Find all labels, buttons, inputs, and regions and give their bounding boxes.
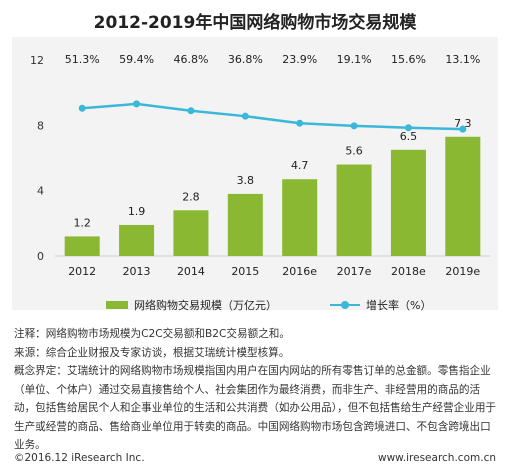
legend-line-swatch — [330, 300, 360, 310]
growth-rate-point — [78, 104, 86, 112]
bar-value-label: 1.2 — [73, 216, 91, 229]
bar — [119, 224, 155, 256]
y-tick-label: 0 — [37, 250, 44, 263]
legend-item-line: 增长率（%） — [330, 297, 431, 313]
growth-rate-label: 13.1% — [445, 53, 480, 66]
bar-value-label: 5.6 — [345, 145, 363, 158]
growth-rate-label: 15.6% — [391, 53, 426, 66]
growth-rate-label: 19.1% — [337, 53, 372, 66]
y-tick-label: 12 — [30, 54, 44, 67]
note-source: 来源：综合企业财报及专家访谈，根据艾瑞统计模型核算。 — [14, 346, 290, 359]
note-footnote: 注释：网络购物市场规模为C2C交易额和B2C交易额之和。 — [14, 328, 290, 340]
bar — [227, 193, 263, 256]
footer-website: www.iresearch.com.cn — [377, 452, 496, 464]
legend-line-label: 增长率（%） — [366, 299, 432, 312]
bar — [390, 149, 426, 256]
x-tick-label: 2014 — [177, 265, 205, 278]
growth-rate-point — [350, 122, 358, 130]
bar — [336, 164, 372, 256]
growth-rate-label: 46.8% — [173, 53, 208, 66]
bar-value-label: 3.8 — [237, 174, 255, 187]
chart-title: 2012-2019年中国网络购物市场交易规模 — [93, 13, 417, 33]
note-definition: 概念界定：艾瑞统计的网络购物市场规模指国内用户在国内网站的所有零售订单的总金额。… — [14, 365, 497, 451]
growth-rate-point — [187, 107, 195, 115]
x-tick-label: 2013 — [123, 265, 151, 278]
x-tick-label: 2017e — [337, 265, 372, 278]
growth-rate-point — [241, 112, 249, 120]
bar — [173, 210, 209, 256]
x-tick-label: 2015 — [231, 265, 259, 278]
bar — [282, 179, 318, 256]
x-tick-label: 2016e — [282, 265, 317, 278]
growth-rate-label: 23.9% — [282, 53, 317, 66]
legend-bar-label: 网络购物交易规模（万亿元） — [134, 299, 277, 312]
bar-value-label: 1.9 — [128, 205, 146, 218]
bar-value-label: 2.8 — [182, 190, 200, 203]
bar-value-label: 7.3 — [454, 117, 472, 130]
combo-chart: 0 4 8 12 1.2 1.9 2.8 3.8 4.7 5.6 6.5 7.3 2012 2013 201… — [30, 53, 490, 278]
growth-rate-point — [133, 100, 141, 108]
growth-rate-line — [82, 102, 463, 131]
y-tick-label: 8 — [37, 119, 44, 132]
bar-value-label: 6.5 — [400, 130, 418, 143]
legend-item-bar: 网络购物交易规模（万亿元） — [106, 297, 277, 313]
growth-rate-point — [296, 119, 304, 127]
bar — [445, 136, 481, 256]
growth-rate-label: 36.8% — [228, 53, 263, 66]
footer-copyright: ©2016.12 iResearch Inc. — [14, 452, 145, 464]
growth-rate-label: 51.3% — [65, 53, 100, 66]
x-tick-label: 2018e — [391, 265, 426, 278]
legend-bar-swatch — [106, 301, 128, 309]
y-tick-label: 4 — [37, 185, 44, 198]
notes-block: 注释：网络购物市场规模为C2C交易额和B2C交易额之和。 来源：综合企业财报及专… — [14, 325, 500, 455]
growth-rate-label: 59.4% — [119, 53, 154, 66]
x-tick-label: 2012 — [68, 265, 96, 278]
bar-value-label: 4.7 — [291, 159, 309, 172]
bar — [64, 236, 100, 256]
growth-rate-point — [459, 125, 467, 133]
growth-rate-point — [404, 124, 412, 132]
x-tick-label: 2019e — [445, 265, 480, 278]
